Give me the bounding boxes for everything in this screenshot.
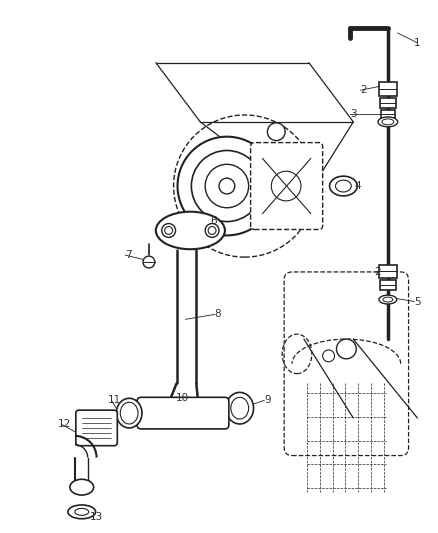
Bar	[381, 110, 395, 118]
Circle shape	[336, 339, 356, 359]
Circle shape	[191, 150, 262, 222]
FancyBboxPatch shape	[76, 410, 117, 446]
Text: 2: 2	[360, 85, 367, 95]
Bar	[379, 265, 397, 278]
Bar	[380, 98, 396, 108]
Ellipse shape	[379, 295, 397, 304]
Circle shape	[143, 256, 155, 268]
Circle shape	[177, 136, 276, 236]
Bar	[380, 280, 396, 290]
Text: 9: 9	[264, 395, 271, 405]
Text: 5: 5	[414, 296, 421, 306]
Text: 8: 8	[215, 309, 221, 319]
Text: 1: 1	[414, 38, 421, 48]
FancyBboxPatch shape	[251, 143, 323, 230]
Circle shape	[205, 223, 219, 237]
Ellipse shape	[378, 117, 398, 127]
Circle shape	[205, 164, 249, 208]
Circle shape	[162, 223, 176, 237]
Text: 3: 3	[350, 109, 357, 119]
Text: 12: 12	[57, 419, 71, 429]
Ellipse shape	[68, 505, 95, 519]
Circle shape	[267, 123, 285, 141]
Text: 6: 6	[210, 215, 216, 225]
FancyBboxPatch shape	[137, 397, 229, 429]
Bar	[379, 83, 397, 96]
Text: 11: 11	[108, 395, 121, 405]
Circle shape	[219, 178, 235, 194]
Text: 10: 10	[176, 393, 189, 403]
Text: 7: 7	[125, 250, 131, 260]
Ellipse shape	[226, 392, 254, 424]
Ellipse shape	[156, 212, 225, 249]
Ellipse shape	[70, 479, 94, 495]
Text: 4: 4	[355, 181, 361, 191]
Text: 13: 13	[90, 512, 103, 522]
Ellipse shape	[329, 176, 357, 196]
Text: 2: 2	[374, 267, 381, 277]
Circle shape	[323, 350, 335, 362]
Ellipse shape	[117, 398, 142, 428]
